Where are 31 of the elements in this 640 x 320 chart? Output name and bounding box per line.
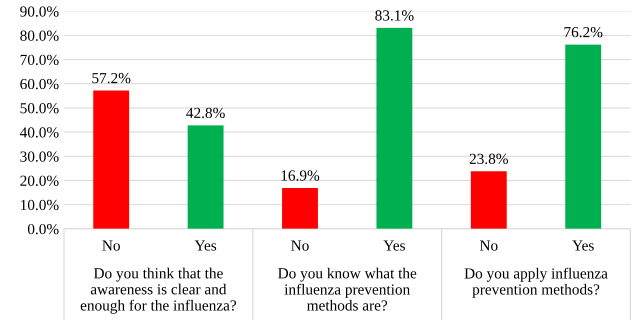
data-label: 57.2% [92,72,130,84]
y-tick-label: 80.0% [20,30,59,41]
y-tick-label: 30.0% [20,151,59,162]
x-tick-label: No [102,240,120,251]
x-tick-label: No [480,240,498,251]
data-label: 83.1% [375,10,414,21]
bar [470,171,507,229]
y-tick-label: 10.0% [21,200,59,210]
data-label: 76.2% [564,26,602,38]
bar [188,125,224,229]
x-tick-label: Yes [194,240,216,251]
y-tick-label: 60.0% [20,78,59,90]
bar [376,28,412,229]
data-label: 42.8% [186,108,225,118]
text: Do you apply influenza prevention methods? [464,268,608,298]
bar [565,44,602,229]
y-tick-label: 70.0% [20,54,59,66]
y-tick-label: 90.0% [20,6,59,17]
bar [282,188,318,229]
x-tick-label: Yes [383,240,405,251]
y-tick-label: 0.0% [28,224,59,234]
x-tick-label: No [291,240,309,251]
y-tick-label: 40.0% [20,127,59,138]
data-label: 16.9% [282,170,320,181]
text: Do you know what the influenza prevention methods are? [278,268,416,311]
y-tick-label: 20.0% [20,176,59,186]
y-tick-label: 50.0% [20,103,59,114]
data-label: 23.8% [470,154,508,164]
text: Do you think that the awareness is clear and enough for the influenza? [80,268,236,314]
bar [93,90,130,229]
x-tick-label: Yes [572,240,594,251]
